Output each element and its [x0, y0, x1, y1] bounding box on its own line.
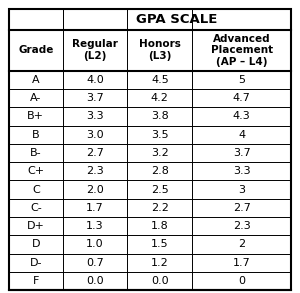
Text: B+: B+: [27, 111, 44, 121]
Text: 1.5: 1.5: [151, 239, 169, 249]
Text: 4.0: 4.0: [86, 75, 104, 85]
Text: C: C: [32, 185, 40, 195]
Text: 1.2: 1.2: [151, 258, 169, 268]
Text: A-: A-: [30, 93, 41, 103]
Text: D-: D-: [29, 258, 42, 268]
Text: 3.5: 3.5: [151, 130, 169, 140]
Text: B: B: [32, 130, 40, 140]
Text: 3.7: 3.7: [86, 93, 104, 103]
Text: Advanced
Placement
(AP – L4): Advanced Placement (AP – L4): [211, 34, 273, 67]
Text: 3.0: 3.0: [86, 130, 104, 140]
Text: 3.3: 3.3: [233, 166, 250, 176]
Text: 2.2: 2.2: [151, 203, 169, 213]
Text: 0.7: 0.7: [86, 258, 104, 268]
Text: 2: 2: [238, 239, 245, 249]
Text: 3: 3: [238, 185, 245, 195]
Text: GPA SCALE: GPA SCALE: [136, 13, 218, 26]
Text: 4: 4: [238, 130, 245, 140]
Text: 2.3: 2.3: [233, 221, 250, 231]
Text: 1.7: 1.7: [86, 203, 104, 213]
Text: Grade: Grade: [18, 45, 53, 55]
Text: 4.2: 4.2: [151, 93, 169, 103]
Text: D: D: [32, 239, 40, 249]
Text: 4.7: 4.7: [233, 93, 250, 103]
Text: 1.0: 1.0: [86, 239, 104, 249]
Text: B-: B-: [30, 148, 42, 158]
Text: 2.3: 2.3: [86, 166, 104, 176]
Text: 3.7: 3.7: [233, 148, 250, 158]
Text: 0.0: 0.0: [86, 276, 104, 286]
Text: 1.3: 1.3: [86, 221, 104, 231]
Text: 4.3: 4.3: [233, 111, 250, 121]
Text: D+: D+: [27, 221, 45, 231]
Text: 2.0: 2.0: [86, 185, 104, 195]
Text: 4.5: 4.5: [151, 75, 169, 85]
Text: C+: C+: [27, 166, 44, 176]
Text: 3.2: 3.2: [151, 148, 169, 158]
Text: 2.8: 2.8: [151, 166, 169, 176]
Text: C-: C-: [30, 203, 42, 213]
Text: Honors
(L3): Honors (L3): [139, 40, 181, 61]
Text: 1.7: 1.7: [233, 258, 250, 268]
Text: 0.0: 0.0: [151, 276, 169, 286]
Text: 0: 0: [238, 276, 245, 286]
Text: 2.7: 2.7: [86, 148, 104, 158]
Text: 5: 5: [238, 75, 245, 85]
Text: Regular
(L2): Regular (L2): [72, 40, 118, 61]
Text: 3.8: 3.8: [151, 111, 169, 121]
Text: 2.5: 2.5: [151, 185, 169, 195]
Text: 2.7: 2.7: [233, 203, 250, 213]
Text: 1.8: 1.8: [151, 221, 169, 231]
Text: F: F: [33, 276, 39, 286]
Text: 3.3: 3.3: [86, 111, 104, 121]
Text: A: A: [32, 75, 40, 85]
